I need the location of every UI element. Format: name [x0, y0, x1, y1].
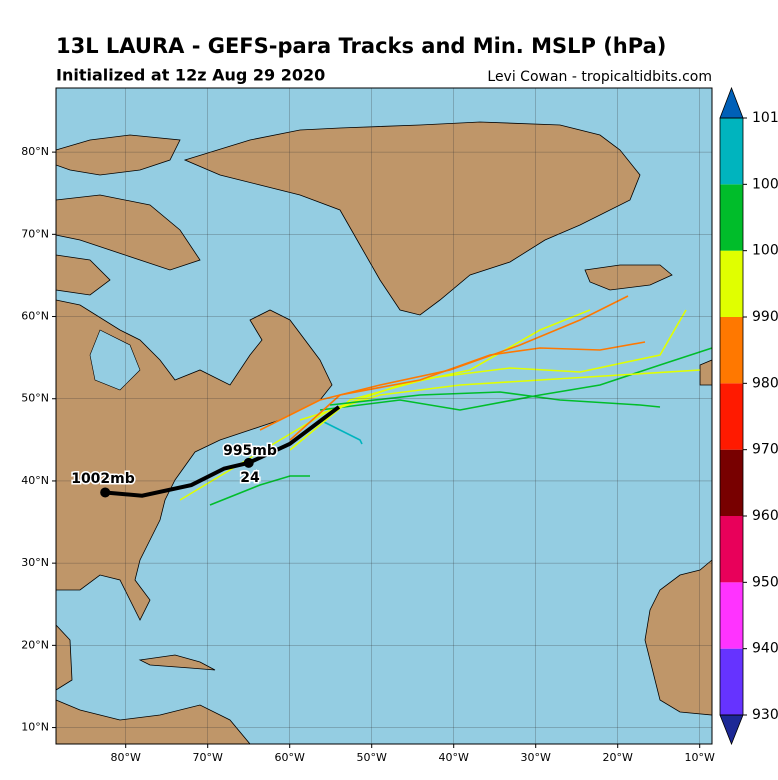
colorbar-label: 970	[752, 442, 778, 458]
colorbar-extension	[719, 714, 744, 746]
x-tick-label: 80°W	[111, 751, 141, 764]
colorbar-segment	[720, 648, 743, 715]
colorbar-label: 980	[752, 375, 778, 391]
y-tick-label: 80°N	[21, 145, 49, 158]
colorbar-label: 960	[752, 508, 778, 524]
x-tick-label: 50°W	[357, 751, 387, 764]
x-tick-label: 40°W	[439, 751, 469, 764]
colorbar-segment	[720, 118, 743, 185]
colorbar-segment	[720, 449, 743, 516]
colorbar-label: 1000	[752, 243, 778, 259]
subtitle: Initialized at 12z Aug 29 2020	[56, 66, 325, 85]
colorbar-label: 1005	[752, 176, 778, 192]
map-frame	[55, 87, 713, 745]
x-tick-label: 30°W	[521, 751, 551, 764]
annotation: 995mb	[223, 443, 277, 459]
colorbar: 930 940 950 960 970 980 990 1000 1005 1010	[719, 86, 778, 746]
land	[55, 121, 713, 745]
colorbar-segment	[720, 582, 743, 649]
x-tick-label: 20°W	[603, 751, 633, 764]
y-tick-label: 10°N	[21, 721, 49, 734]
graticule	[52, 88, 712, 748]
track-point	[100, 487, 111, 498]
colorbar-label: 940	[752, 641, 778, 657]
mean-track	[105, 405, 341, 498]
annotation: 1002mb	[71, 471, 135, 487]
mean-track-layer	[100, 405, 341, 498]
x-tick-label: 70°W	[193, 751, 223, 764]
colorbar-frame	[719, 117, 744, 716]
colorbar-extension	[719, 86, 744, 119]
y-tick-label: 60°N	[21, 310, 49, 323]
y-tick-label: 20°N	[21, 638, 49, 651]
track-point	[243, 457, 254, 468]
title: 13L LAURA - GEFS-para Tracks and Min. MS…	[56, 34, 666, 58]
y-tick-label: 40°N	[21, 474, 49, 487]
colorbar-label: 1010	[752, 110, 778, 126]
colorbar-segment	[720, 250, 743, 317]
colorbar-label: 950	[752, 574, 778, 590]
y-tick-label: 70°N	[21, 227, 49, 240]
colorbar-segment	[720, 317, 743, 384]
x-tick-label: 60°W	[275, 751, 305, 764]
credit: Levi Cowan - tropicaltidbits.com	[487, 69, 712, 85]
ensemble-tracks	[179, 295, 713, 506]
colorbar-segment	[720, 383, 743, 450]
annotation: 24	[240, 470, 260, 486]
colorbar-label: 930	[752, 707, 778, 723]
colorbar-segment	[720, 184, 743, 251]
colorbar-label: 990	[752, 309, 778, 325]
colorbar-segment	[720, 516, 743, 583]
y-tick-label: 50°N	[21, 392, 49, 405]
x-tick-label: 10°W	[685, 751, 715, 764]
y-tick-label: 30°N	[21, 556, 49, 569]
